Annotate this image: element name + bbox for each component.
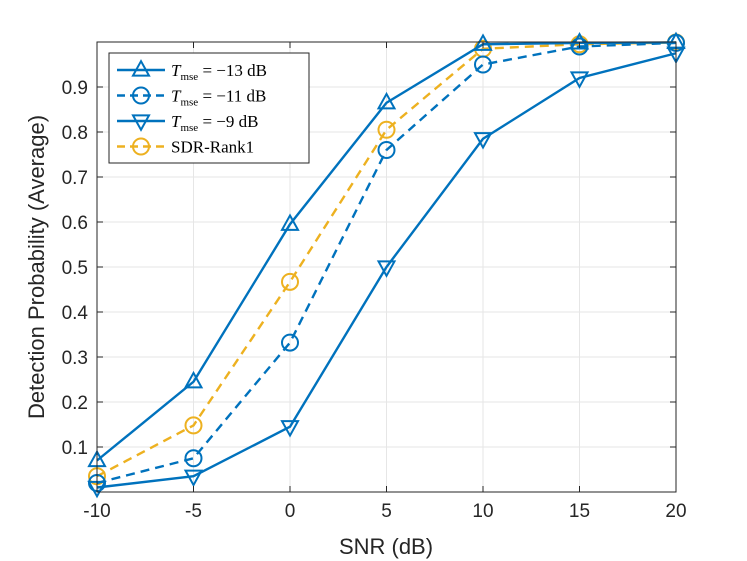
- y-tick-label: 0.9: [62, 78, 88, 99]
- x-tick-label: 0: [285, 501, 296, 522]
- series-line: [96, 41, 677, 478]
- data-point: [473, 132, 493, 150]
- legend-label: SDR-Rank1: [171, 138, 254, 157]
- x-tick-label: 5: [381, 501, 392, 522]
- series-line: [96, 52, 677, 489]
- legend-label: Tmse = −9 dB: [171, 112, 258, 134]
- data-point: [473, 33, 493, 51]
- data-point: [281, 333, 299, 352]
- data-point: [280, 420, 300, 438]
- x-tick-label: 20: [665, 501, 686, 522]
- legend-entry: Tmse = −11 dB: [117, 86, 266, 109]
- legend-label: Tmse = −11 dB: [171, 87, 266, 109]
- data-point: [569, 32, 590, 50]
- data-point: [474, 55, 492, 74]
- data-point: [183, 469, 204, 488]
- x-tick-label: -10: [83, 501, 110, 522]
- y-tick-label: 0.2: [62, 393, 88, 414]
- data-point: [376, 91, 397, 110]
- y-tick-label: 0.6: [62, 213, 88, 234]
- data-point: [377, 120, 396, 139]
- data-point: [376, 260, 397, 278]
- ticks: -10 -5 0 5 10 15 20 0.1 0.2 0.3 0.4 0.5 0.6 0.7 0.8 0.9: [62, 42, 687, 522]
- legend-marker: [131, 114, 151, 132]
- y-tick-label: 0.8: [62, 123, 88, 144]
- data-point: [570, 37, 589, 56]
- legend-marker: [131, 59, 151, 77]
- data-point: [281, 272, 299, 291]
- y-tick-label: 0.4: [62, 303, 89, 324]
- x-axis-title: SNR (dB): [339, 534, 433, 559]
- series-3: [87, 46, 686, 499]
- y-tick-label: 0.5: [62, 258, 88, 279]
- data-point: [184, 449, 203, 468]
- legend-entry: Tmse = −9 dB: [117, 112, 258, 134]
- y-tick-label: 0.1: [62, 438, 88, 459]
- legend-label: Tmse = −13 dB: [171, 61, 267, 83]
- y-axis-title: Detection Probability (Average): [24, 115, 49, 419]
- x-tick-label: 15: [569, 501, 590, 522]
- data-point: [184, 416, 203, 435]
- y-tick-label: 0.3: [62, 348, 88, 369]
- legend-entry: SDR-Rank1: [117, 137, 254, 157]
- data-point: [280, 213, 300, 231]
- legend-marker: [132, 86, 150, 105]
- legend-entry: Tmse = −13 dB: [117, 59, 267, 83]
- legend: Tmse = −13 dB Tmse = −11 dB Tmse = −9 dB SD…: [108, 52, 310, 164]
- legend-marker: [132, 137, 150, 156]
- data-point: [569, 71, 590, 89]
- legend-box: [108, 52, 310, 164]
- y-tick-label: 0.7: [62, 168, 88, 189]
- x-tick-label: 10: [472, 501, 493, 522]
- data-point: [183, 370, 204, 389]
- x-tick-label: -5: [185, 501, 202, 522]
- data-point: [377, 141, 396, 159]
